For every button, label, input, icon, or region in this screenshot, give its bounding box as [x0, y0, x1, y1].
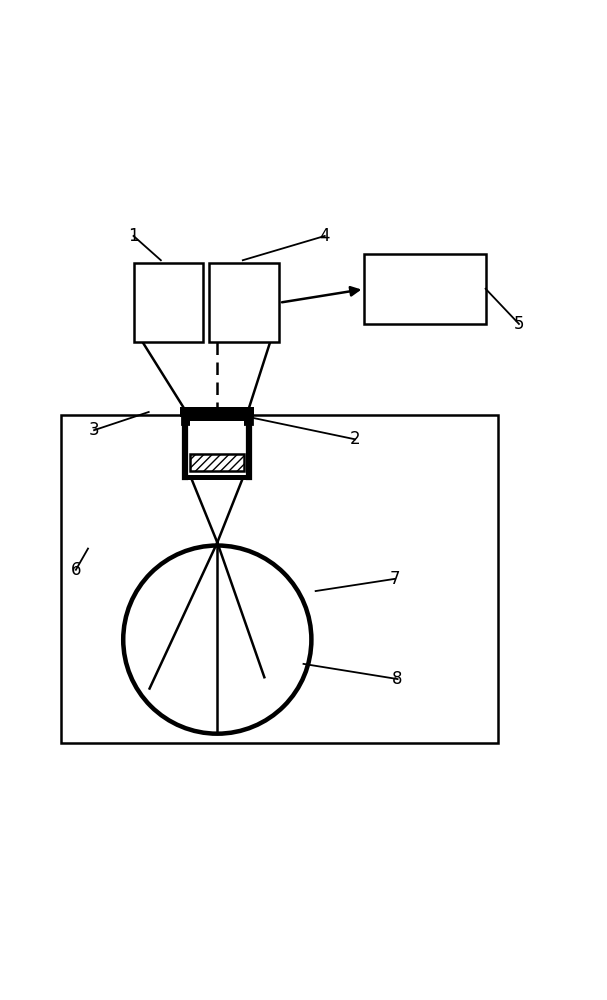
Text: 7: 7	[389, 570, 400, 588]
Bar	[364, 254, 486, 324]
Bar	[61, 415, 498, 743]
Bar	[190, 454, 244, 471]
Circle shape	[123, 546, 311, 734]
Bar	[190, 415, 244, 471]
Text: 1: 1	[128, 227, 139, 245]
Text: 6: 6	[70, 561, 81, 579]
Text: 3: 3	[89, 421, 100, 439]
Text: 8: 8	[392, 670, 403, 688]
Text: 2: 2	[350, 430, 361, 448]
Bar	[185, 412, 249, 421]
Text: 4: 4	[319, 227, 330, 245]
Bar	[134, 263, 203, 342]
Text: 5: 5	[514, 315, 524, 333]
Bar	[209, 263, 279, 342]
